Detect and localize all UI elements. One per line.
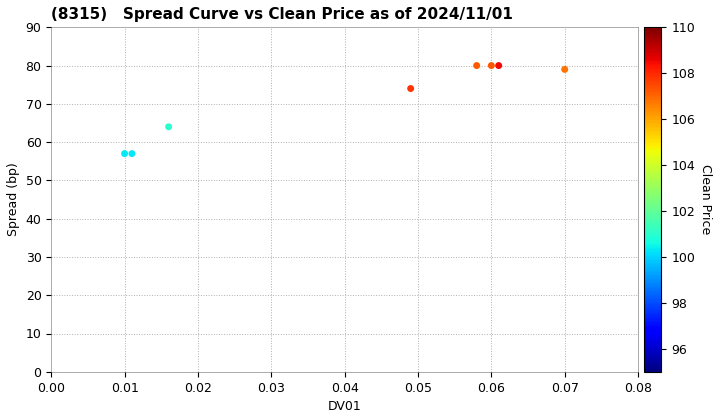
Point (485, 62, 497, 69)
Point (471, 62, 482, 69)
Y-axis label: Spread (bp): Spread (bp) (7, 163, 20, 236)
Text: (8315)   Spread Curve vs Clean Price as of 2024/11/01: (8315) Spread Curve vs Clean Price as of… (51, 7, 513, 22)
Point (126, 150, 138, 157)
Point (493, 62, 505, 69)
Point (559, 66, 570, 73)
Point (163, 123, 174, 130)
X-axis label: DV01: DV01 (328, 400, 361, 413)
Y-axis label: Clean Price: Clean Price (698, 164, 712, 235)
Point (119, 150, 130, 157)
Point (405, 85, 416, 92)
